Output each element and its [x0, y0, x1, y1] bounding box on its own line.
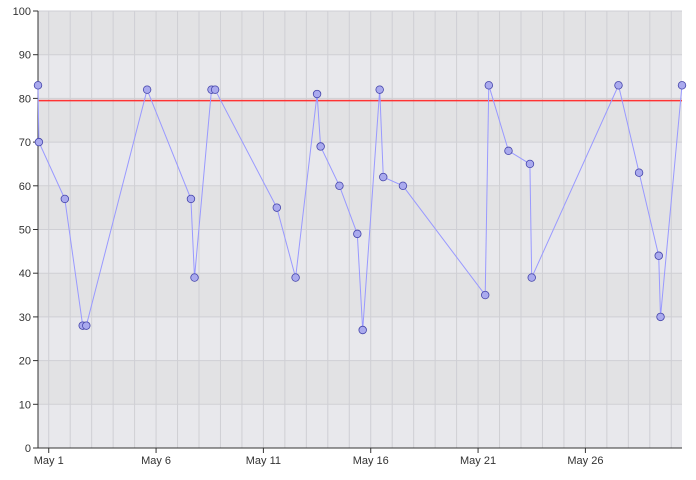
y-tick-label: 10 [19, 399, 31, 411]
data-point [504, 146, 513, 156]
data-point [634, 168, 644, 177]
data-point [82, 321, 91, 330]
data-point [186, 194, 196, 204]
data-point [34, 137, 44, 147]
data-point [312, 89, 322, 99]
x-axis-ticks: May 1 May 6 May 11 May 16 May 21 May 26 [34, 448, 603, 467]
series-line [37, 83, 683, 331]
data-point [525, 159, 535, 169]
y-tick-label: 0 [25, 443, 31, 455]
y-tick-label: 20 [19, 356, 31, 368]
data-markers [33, 81, 687, 335]
data-point [60, 194, 70, 204]
data-point [210, 85, 220, 94]
data-point [375, 85, 384, 94]
y-tick-label: 40 [19, 268, 31, 280]
data-point [272, 203, 282, 212]
data-point [353, 229, 362, 239]
data-point [484, 81, 493, 90]
data-point [614, 81, 623, 90]
y-tick-label: 30 [19, 312, 31, 324]
x-tick-label: May 21 [460, 455, 496, 467]
y-tick-label: 80 [19, 93, 31, 105]
y-tick-label: 70 [19, 137, 31, 149]
grid-lines [38, 10, 682, 449]
x-tick-label: May 1 [34, 455, 64, 467]
data-point [481, 290, 490, 300]
data-point [358, 325, 367, 335]
data-point [379, 172, 388, 182]
data-point [656, 312, 665, 322]
y-tick-label: 90 [19, 50, 31, 62]
data-point [335, 181, 344, 190]
y-tick-label: 100 [13, 6, 31, 18]
data-point [398, 181, 408, 190]
data-point [142, 85, 152, 94]
data-point [190, 273, 199, 282]
x-tick-label: May 11 [246, 455, 281, 467]
x-tick-label: May 16 [353, 455, 389, 467]
y-axis-ticks: 0 10 20 30 40 50 60 70 80 90 100 [13, 6, 38, 455]
plot-band [38, 360, 682, 405]
plot-band [38, 11, 682, 55]
plot-band [38, 98, 682, 143]
y-tick-label: 60 [19, 181, 31, 193]
data-point [527, 273, 536, 282]
x-tick-label: May 26 [567, 455, 603, 467]
data-point [654, 251, 663, 260]
data-point [33, 81, 43, 90]
y-tick-label: 50 [19, 225, 31, 237]
data-point [291, 273, 300, 282]
data-point [677, 81, 687, 90]
plot-band [38, 185, 682, 230]
data-point [316, 142, 325, 151]
x-tick-label: May 6 [141, 455, 171, 467]
